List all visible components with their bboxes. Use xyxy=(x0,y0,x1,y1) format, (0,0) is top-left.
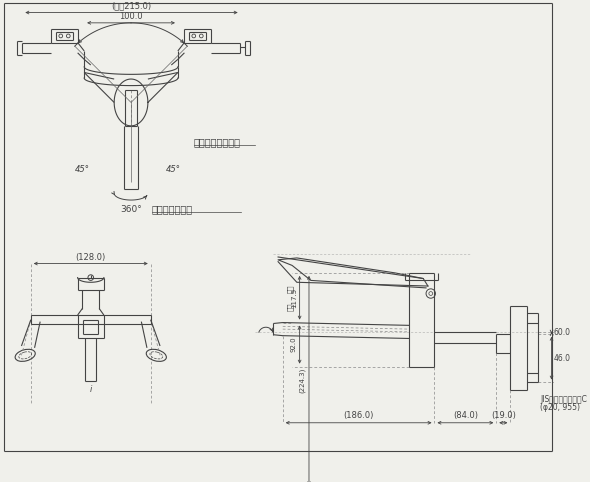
Text: 60.0: 60.0 xyxy=(553,328,571,337)
Text: 45°: 45° xyxy=(166,165,181,174)
Text: 建物: 建物 xyxy=(287,284,294,293)
Text: ハンドル回転角度: ハンドル回転角度 xyxy=(194,137,241,147)
Text: (19.0): (19.0) xyxy=(491,411,516,420)
Text: (186.0): (186.0) xyxy=(343,411,374,420)
Text: 45°: 45° xyxy=(75,165,90,174)
Text: (128.0): (128.0) xyxy=(76,253,106,262)
Text: (224.3): (224.3) xyxy=(299,368,305,393)
Text: 高さ: 高さ xyxy=(287,303,294,311)
Text: 46.0: 46.0 xyxy=(553,354,571,362)
Text: (84.0): (84.0) xyxy=(453,411,478,420)
Text: JIS給水管取付ねじC: JIS給水管取付ねじC xyxy=(540,395,587,403)
Text: 92.0: 92.0 xyxy=(291,337,297,352)
Text: i: i xyxy=(90,385,92,394)
Text: (φ20, 955): (φ20, 955) xyxy=(540,403,581,412)
Text: 吐水口回転角度: 吐水口回転角度 xyxy=(152,204,193,214)
Text: 100.0: 100.0 xyxy=(119,12,143,21)
Text: 117.5: 117.5 xyxy=(291,288,297,308)
Text: 360°: 360° xyxy=(120,204,142,214)
Text: (最大215.0): (最大215.0) xyxy=(111,1,151,11)
